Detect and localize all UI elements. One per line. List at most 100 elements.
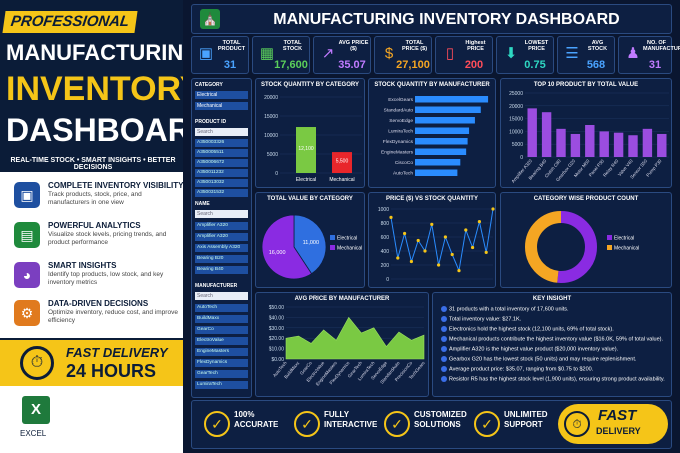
kpi-label: LOWEST PRICE xyxy=(524,40,549,53)
insight-item: 31 products with a total inventory of 17… xyxy=(441,306,671,313)
y-tick-label: 20000 xyxy=(264,95,278,101)
chart-category-count: CATEGORY WISE PRODUCT COUNT Electrical Me… xyxy=(500,192,672,288)
product-id-item[interactable]: A350013032 xyxy=(195,179,248,187)
kpi-label: TOTAL STOCK xyxy=(282,40,303,53)
product-id-item[interactable]: A350011232 xyxy=(195,169,248,177)
data-point xyxy=(491,207,495,211)
manufacturer-item[interactable]: EngineMasters xyxy=(195,348,248,356)
y-tick-label: 10000 xyxy=(264,133,278,139)
series-area xyxy=(285,316,425,360)
name-search[interactable]: Search xyxy=(195,210,248,218)
manufacturer-item[interactable]: BuildMaxx xyxy=(195,315,248,323)
delivery-label: DELIVERY xyxy=(596,426,641,436)
chart-stock-by-category: STOCK QUANTITY BY CATEGORY 20000 15000 100… xyxy=(255,78,365,188)
data-point xyxy=(416,238,420,243)
check-icon: ✓ xyxy=(474,411,500,437)
manufacturer-item[interactable]: GearCo xyxy=(195,326,248,334)
manufacturer-item[interactable]: ElectroValue xyxy=(195,337,248,345)
gear-icon: ⚙ xyxy=(14,300,40,326)
bar xyxy=(415,138,468,145)
product-id-item[interactable]: A350006672 xyxy=(195,159,248,167)
bullet-icon xyxy=(441,356,447,362)
bullet-icon xyxy=(441,336,447,342)
filter-panel: CATEGORY Electrical Mechanical PRODUCT I… xyxy=(191,78,252,398)
y-tick-label: 1000 xyxy=(378,207,389,213)
bullet-icon xyxy=(441,346,447,352)
y-tick-label: 200 xyxy=(381,263,390,269)
manufacturer-filter-label: MANUFACTURER xyxy=(195,283,238,289)
name-filter-label: NAME xyxy=(195,201,210,207)
manufacturer-item[interactable]: AutoTech xyxy=(195,304,248,312)
excel-badge: X EXCEL xyxy=(0,386,183,453)
cube-icon: ▣ xyxy=(198,45,214,62)
price-vs-stock-plot: 1000 800 600 400 200 0 xyxy=(378,207,495,283)
bar xyxy=(415,127,470,134)
y-tick-label: $40.00 xyxy=(269,315,285,321)
product-id-item[interactable]: A350005511 xyxy=(195,149,248,157)
bar xyxy=(415,106,481,113)
y-tick-label: 15000 xyxy=(264,114,278,120)
dashboard-header: ⛪ MANUFACTURING INVENTORY DASHBOARD xyxy=(191,4,672,34)
manufacturer-search[interactable]: Search xyxy=(195,292,248,300)
y-tick-label: 20000 xyxy=(509,104,523,110)
kpi-label: AVG STOCK xyxy=(587,40,608,53)
product-id-search[interactable]: Search xyxy=(195,128,248,136)
fast-delivery-badge: ⏱ FAST DELIVERY xyxy=(558,404,668,444)
cube-icon: ▣ xyxy=(14,182,40,208)
chart-top10-products: TOP 10 PRODUCT BY TOTAL VALUE 25000 20000… xyxy=(500,78,672,188)
chart-avg-price-by-manufacturer: AVG PRICE BY MANUFACTURER $50.00 $40.00 $3… xyxy=(255,292,429,397)
data-point xyxy=(443,235,447,239)
kpi-card: ⬇ LOWEST PRICE 0.75 xyxy=(496,36,554,74)
name-item[interactable]: Amplifier A320 xyxy=(195,233,248,241)
chart-stock-by-manufacturer: STOCK QUANTITY BY MANUFACTURER ExcelGear… xyxy=(368,78,496,188)
kpi-value: 0.75 xyxy=(524,59,546,71)
kpi-card: ▯ Highest PRICE 200 xyxy=(435,36,493,74)
name-item[interactable]: Amplifier A320 xyxy=(195,222,248,230)
category-option[interactable]: Electrical xyxy=(195,91,248,99)
manufacturer-item[interactable]: GearTech xyxy=(195,370,248,378)
feature-desc: Optimize inventory, reduce cost, and imp… xyxy=(48,309,178,325)
legend-label: Mechanical xyxy=(614,246,639,252)
name-item[interactable]: Bearing B20 xyxy=(195,255,248,263)
banner-item: 100% ACCURATE xyxy=(234,410,279,429)
feature-title: COMPLETE INVENTORY VISIBILITY xyxy=(48,181,184,190)
data-point xyxy=(430,222,434,226)
product-id-item[interactable]: A350003326 xyxy=(195,139,248,147)
bar xyxy=(599,131,609,157)
data-point xyxy=(437,263,441,267)
kpi-label: Highest PRICE xyxy=(465,40,486,53)
stock-by-category-plot: 20000 15000 10000 5000 0 12,100 Electrical 5,50… xyxy=(264,95,362,183)
bullet-icon xyxy=(441,376,447,382)
bar xyxy=(628,135,638,157)
delivery-line-1: FAST DELIVERY xyxy=(66,345,168,360)
legend-swatch xyxy=(330,235,335,240)
insight-item: Gearbox G20 has the lowest stock (50 uni… xyxy=(441,356,671,363)
chart-title: TOTAL VALUE BY CATEGORY xyxy=(267,196,353,202)
product-id-item[interactable]: A350031532 xyxy=(195,189,248,197)
kpi-card: $ TOTAL PRICE ($) 27,100 xyxy=(374,36,432,74)
data-point xyxy=(477,220,481,224)
excel-icon: X xyxy=(22,396,50,424)
bar xyxy=(527,108,537,157)
y-tick-label: LumiraTech xyxy=(388,129,413,135)
chart-title: TOP 10 PRODUCT BY TOTAL VALUE xyxy=(533,82,639,88)
name-item[interactable]: Axis Assembly A320 xyxy=(195,244,248,252)
y-tick-label: FlexDynamics xyxy=(383,139,414,145)
y-tick-label: CiscoCo xyxy=(395,160,413,166)
x-tick-label: Mechanical xyxy=(329,177,354,183)
kpi-card: ☰ AVG STOCK 568 xyxy=(557,36,615,74)
feature-item: ▣ COMPLETE INVENTORY VISIBILITY Track pr… xyxy=(10,180,184,216)
avg-price-plot: $50.00$40.00$30.00$20.00$10.00$0.00AutoT… xyxy=(269,305,427,387)
manufacturer-item[interactable]: LumiraTech xyxy=(195,381,248,389)
y-tick-label: EngineMasters xyxy=(381,150,414,156)
feature-item: ⚙ DATA-DRIVEN DECISIONS Optimize invento… xyxy=(10,298,180,334)
manufacturer-item[interactable]: FlexDynamics xyxy=(195,359,248,367)
check-icon: ✓ xyxy=(294,411,320,437)
data-point xyxy=(396,256,400,260)
name-item[interactable]: Bearing B40 xyxy=(195,266,248,274)
y-tick-label: 10000 xyxy=(509,129,523,135)
data-point xyxy=(464,228,468,232)
insight-item: Amplifier A320 is the highest value prod… xyxy=(441,346,671,353)
slice-value-label: 11,000 xyxy=(303,240,319,246)
category-option[interactable]: Mechanical xyxy=(195,102,248,110)
